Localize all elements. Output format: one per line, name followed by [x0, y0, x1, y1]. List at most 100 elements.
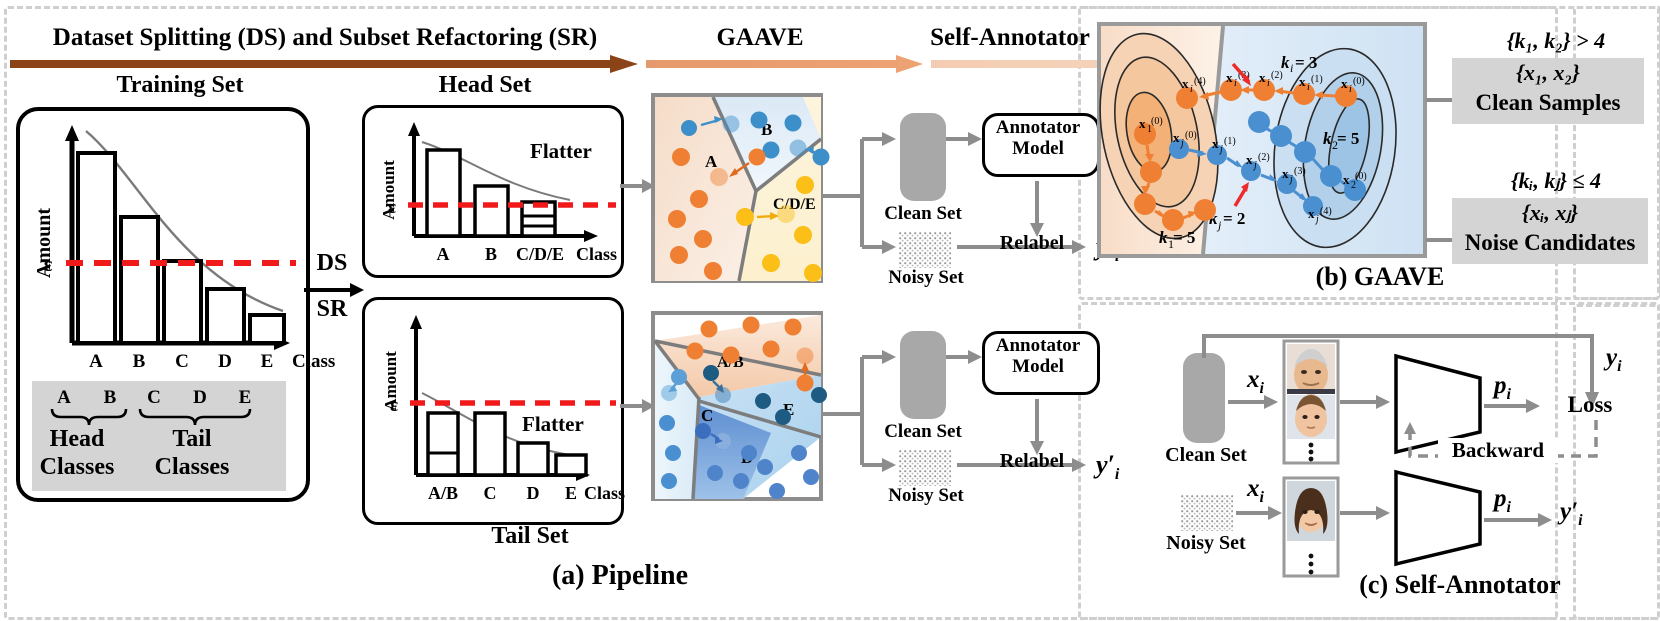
svg-text:C: C: [147, 387, 161, 408]
clean-set-bottom-icon: [900, 331, 946, 419]
svg-text:j: j: [1314, 214, 1319, 225]
svg-text:Amount: Amount: [33, 208, 55, 278]
svg-text:(4): (4): [1194, 76, 1206, 87]
clean-input-symbol: xi: [1247, 366, 1264, 397]
svg-text:j: j: [1179, 138, 1184, 149]
stage-title-gaave: GAAVE: [716, 24, 804, 51]
svg-text:A: A: [705, 152, 718, 171]
arrow-head-to-gaave: [620, 179, 655, 193]
svg-text:1: 1: [1168, 237, 1174, 251]
svg-text:i: i: [1190, 84, 1193, 95]
svg-text:x: x: [1226, 70, 1233, 85]
svg-text:Flatter: Flatter: [530, 139, 592, 163]
tail-set-gaave-scatter: A/B C D E: [651, 311, 827, 501]
annotator-model-top-line1: Annotator: [995, 117, 1081, 138]
svg-text:k: k: [1323, 129, 1332, 148]
svg-text:C: C: [484, 483, 497, 503]
relabel-bottom-label: Relabel: [999, 450, 1065, 472]
svg-text:x: x: [1343, 172, 1350, 187]
svg-text:B: B: [761, 120, 772, 139]
svg-text:x: x: [1259, 70, 1266, 85]
svg-text:D: D: [527, 483, 540, 503]
svg-text:x: x: [1282, 166, 1289, 181]
svg-text:ε: ε: [44, 252, 53, 276]
clean-label-symbol: yi: [1606, 344, 1622, 375]
relabel-top-label: Relabel: [999, 232, 1065, 254]
svg-text:Amount: Amount: [379, 160, 398, 220]
panel-title-training-set: Training Set: [116, 72, 244, 98]
svg-text:E: E: [239, 387, 252, 408]
relabel-bottom-output: y′i: [1096, 450, 1119, 484]
svg-text:C/D/E: C/D/E: [516, 244, 564, 264]
svg-text:2: 2: [1351, 180, 1356, 191]
svg-text:j: j: [1216, 218, 1222, 232]
clean-set-top-label: Clean Set: [884, 203, 962, 224]
svg-text:ε: ε: [388, 197, 396, 218]
clean-samples-symbols: {x₁, x₂}: [1516, 60, 1580, 85]
svg-text:(0): (0): [1151, 116, 1163, 127]
svg-text:x: x: [1246, 152, 1253, 167]
clean-samples-label: Clean Samples: [1475, 90, 1621, 115]
svg-text:i: i: [1267, 78, 1270, 89]
noisy-arrow-to-images: [1236, 506, 1282, 520]
svg-text:= 5: = 5: [1173, 228, 1195, 247]
svg-text:x: x: [1299, 74, 1306, 89]
head-set-chart: Amount ε Flatter A B C/D/E Class: [379, 122, 617, 264]
clean-samples-box: [1452, 58, 1644, 124]
training-set-chart: Amount ε A B C D E Class: [33, 125, 335, 372]
panel-a-pipeline-border: [4, 6, 1558, 620]
noisy-set-top-label: Noisy Set: [888, 267, 964, 288]
svg-text:(2): (2): [1258, 152, 1270, 163]
tail-classes-label: Tail Classes: [137, 426, 247, 481]
clean-network-trapezoid: [1394, 353, 1482, 455]
noisy-set-top-icon: [899, 232, 951, 268]
svg-text:1: 1: [1147, 124, 1152, 135]
class-group-braces: A B C D E: [50, 387, 252, 426]
stage-title-self-annotator: Self-Annotator: [930, 24, 1090, 51]
clean-arrow-to-network: [1340, 395, 1390, 409]
svg-text:Amount: Amount: [381, 351, 400, 411]
panel-title-tail-set: Tail Set: [491, 523, 569, 549]
noisy-set-c-label: Noisy Set: [1166, 532, 1246, 554]
svg-text:2: 2: [1332, 138, 1338, 152]
red-crossing-marker-bottom: [1233, 182, 1249, 207]
svg-text:A/B: A/B: [428, 483, 458, 503]
tail-set-box: [362, 297, 624, 525]
noise-condition-label: {kᵢ, kⱼ} ≤ 4: [1511, 168, 1601, 193]
clean-condition-label: {k₁, k₂} > 4: [1506, 28, 1606, 53]
noisy-input-symbol: xi: [1247, 475, 1264, 506]
relabel-bottom-output-text: y′i: [1096, 450, 1120, 484]
svg-text:x: x: [1173, 130, 1180, 145]
clean-set-top-icon: [900, 113, 946, 201]
svg-text:B: B: [133, 351, 146, 372]
class-groups-box: [32, 381, 286, 491]
svg-text:Flatter: Flatter: [522, 412, 584, 436]
face-photo-3: [1287, 481, 1335, 541]
arrow-tail-to-gaave: [620, 399, 655, 413]
svg-text:D: D: [218, 351, 232, 372]
ds-label: DS: [316, 250, 348, 276]
noisy-output-symbol: pi: [1494, 485, 1511, 516]
noisy-arrow-to-network: [1340, 506, 1390, 520]
noisy-set-bottom-label: Noisy Set: [888, 485, 964, 506]
svg-text:A: A: [57, 387, 71, 408]
svg-text:C: C: [175, 351, 189, 372]
caption-b: (b) GAAVE: [1315, 262, 1445, 291]
svg-text:B: B: [485, 244, 497, 264]
annotator-model-bottom-line1: Annotator: [995, 335, 1081, 356]
annotator-model-top-line2: Model: [1012, 138, 1064, 160]
svg-text:(0): (0): [1353, 76, 1365, 87]
svg-text:i: i: [1307, 82, 1310, 93]
svg-text:= 5: = 5: [1337, 129, 1359, 148]
svg-text:A: A: [89, 351, 103, 372]
svg-text:Class: Class: [576, 244, 617, 264]
svg-text:= 3: = 3: [1295, 53, 1317, 72]
svg-text:x: x: [1182, 76, 1189, 91]
svg-text:= 2: = 2: [1223, 209, 1245, 228]
caption-c: (c) Self-Annotator: [1359, 570, 1561, 599]
svg-text:(3): (3): [1294, 166, 1306, 177]
svg-text:j: j: [1288, 174, 1293, 185]
svg-text:i: i: [1234, 78, 1237, 89]
clean-set-bottom-label: Clean Set: [884, 421, 962, 442]
svg-text:C: C: [701, 406, 713, 425]
